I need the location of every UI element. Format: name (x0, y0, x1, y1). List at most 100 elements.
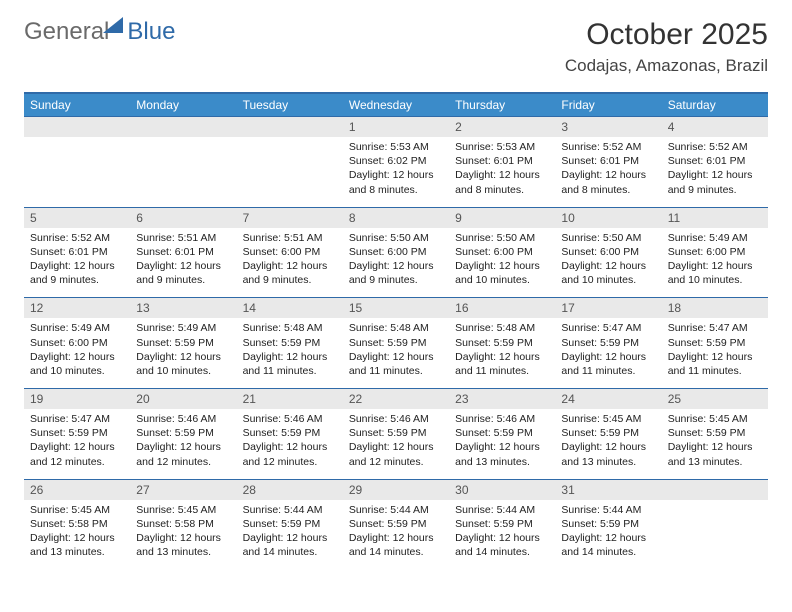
daylight-line: Daylight: 12 hours and 8 minutes. (455, 168, 549, 196)
daylight-line: Daylight: 12 hours and 14 minutes. (349, 531, 443, 559)
daylight-line: Daylight: 12 hours and 10 minutes. (668, 259, 762, 287)
sunrise-line: Sunrise: 5:45 AM (30, 503, 124, 517)
daylight-line: Daylight: 12 hours and 12 minutes. (349, 440, 443, 468)
sunset-line: Sunset: 5:59 PM (136, 336, 230, 350)
sunset-line: Sunset: 5:58 PM (136, 517, 230, 531)
daylight-line: Daylight: 12 hours and 9 minutes. (136, 259, 230, 287)
sunrise-line: Sunrise: 5:47 AM (30, 412, 124, 426)
sunrise-line: Sunrise: 5:49 AM (668, 231, 762, 245)
day-content: Sunrise: 5:53 AMSunset: 6:01 PMDaylight:… (449, 137, 555, 207)
sunset-line: Sunset: 5:59 PM (243, 336, 337, 350)
sunrise-line: Sunrise: 5:49 AM (30, 321, 124, 335)
sunset-line: Sunset: 6:00 PM (455, 245, 549, 259)
daylight-line: Daylight: 12 hours and 10 minutes. (455, 259, 549, 287)
day-content (130, 137, 236, 207)
sunset-line: Sunset: 5:59 PM (349, 336, 443, 350)
sunset-line: Sunset: 6:02 PM (349, 154, 443, 168)
sunrise-line: Sunrise: 5:44 AM (561, 503, 655, 517)
sunset-line: Sunset: 5:59 PM (349, 426, 443, 440)
sunset-line: Sunset: 5:59 PM (349, 517, 443, 531)
daylight-line: Daylight: 12 hours and 14 minutes. (455, 531, 549, 559)
sunset-line: Sunset: 5:59 PM (243, 426, 337, 440)
daylight-line: Daylight: 12 hours and 12 minutes. (30, 440, 124, 468)
weeks-container: 1234Sunrise: 5:53 AMSunset: 6:02 PMDayli… (24, 116, 768, 569)
calendar: SundayMondayTuesdayWednesdayThursdayFrid… (24, 92, 768, 569)
logo-text-general: General (24, 18, 109, 46)
week-row: 262728293031Sunrise: 5:45 AMSunset: 5:58… (24, 479, 768, 570)
sunrise-line: Sunrise: 5:52 AM (561, 140, 655, 154)
sunset-line: Sunset: 5:59 PM (668, 336, 762, 350)
weekday-header: Thursday (449, 94, 555, 116)
day-number: 29 (343, 480, 449, 500)
day-content: Sunrise: 5:45 AMSunset: 5:59 PMDaylight:… (555, 409, 661, 479)
day-number: 8 (343, 208, 449, 228)
day-content: Sunrise: 5:48 AMSunset: 5:59 PMDaylight:… (449, 318, 555, 388)
day-content: Sunrise: 5:46 AMSunset: 5:59 PMDaylight:… (130, 409, 236, 479)
sunset-line: Sunset: 6:01 PM (561, 154, 655, 168)
day-number: 12 (24, 298, 130, 318)
weekday-header: Tuesday (237, 94, 343, 116)
daylight-line: Daylight: 12 hours and 12 minutes. (243, 440, 337, 468)
day-number: 20 (130, 389, 236, 409)
daylight-line: Daylight: 12 hours and 10 minutes. (30, 350, 124, 378)
weekday-header: Monday (130, 94, 236, 116)
day-content: Sunrise: 5:45 AMSunset: 5:59 PMDaylight:… (662, 409, 768, 479)
sunrise-line: Sunrise: 5:48 AM (243, 321, 337, 335)
week-row: 1234Sunrise: 5:53 AMSunset: 6:02 PMDayli… (24, 116, 768, 207)
sunset-line: Sunset: 6:01 PM (30, 245, 124, 259)
day-content: Sunrise: 5:45 AMSunset: 5:58 PMDaylight:… (24, 500, 130, 570)
daylight-line: Daylight: 12 hours and 13 minutes. (455, 440, 549, 468)
sunset-line: Sunset: 5:59 PM (561, 517, 655, 531)
day-number: 10 (555, 208, 661, 228)
day-number: 4 (662, 117, 768, 137)
daylight-line: Daylight: 12 hours and 11 minutes. (668, 350, 762, 378)
daylight-line: Daylight: 12 hours and 10 minutes. (136, 350, 230, 378)
sunrise-line: Sunrise: 5:44 AM (455, 503, 549, 517)
day-number: 18 (662, 298, 768, 318)
daylight-line: Daylight: 12 hours and 9 minutes. (30, 259, 124, 287)
day-content: Sunrise: 5:49 AMSunset: 6:00 PMDaylight:… (24, 318, 130, 388)
sunrise-line: Sunrise: 5:48 AM (349, 321, 443, 335)
day-number: 23 (449, 389, 555, 409)
week-row: 567891011Sunrise: 5:52 AMSunset: 6:01 PM… (24, 207, 768, 298)
day-number (662, 480, 768, 500)
day-number: 14 (237, 298, 343, 318)
day-number: 19 (24, 389, 130, 409)
daylight-line: Daylight: 12 hours and 12 minutes. (136, 440, 230, 468)
weekday-header: Wednesday (343, 94, 449, 116)
logo-triangle-icon (103, 17, 123, 33)
sunset-line: Sunset: 5:59 PM (455, 336, 549, 350)
day-number: 6 (130, 208, 236, 228)
weekday-header: Friday (555, 94, 661, 116)
daylight-line: Daylight: 12 hours and 11 minutes. (455, 350, 549, 378)
title-block: October 2025 Codajas, Amazonas, Brazil (565, 18, 768, 76)
daylight-line: Daylight: 12 hours and 9 minutes. (243, 259, 337, 287)
daylight-line: Daylight: 12 hours and 13 minutes. (668, 440, 762, 468)
sunrise-line: Sunrise: 5:51 AM (243, 231, 337, 245)
daylight-line: Daylight: 12 hours and 13 minutes. (30, 531, 124, 559)
day-content: Sunrise: 5:47 AMSunset: 5:59 PMDaylight:… (662, 318, 768, 388)
day-number: 5 (24, 208, 130, 228)
sunset-line: Sunset: 5:59 PM (243, 517, 337, 531)
day-number: 3 (555, 117, 661, 137)
day-content: Sunrise: 5:52 AMSunset: 6:01 PMDaylight:… (555, 137, 661, 207)
day-number: 9 (449, 208, 555, 228)
day-content: Sunrise: 5:49 AMSunset: 6:00 PMDaylight:… (662, 228, 768, 298)
day-content: Sunrise: 5:45 AMSunset: 5:58 PMDaylight:… (130, 500, 236, 570)
day-content: Sunrise: 5:52 AMSunset: 6:01 PMDaylight:… (24, 228, 130, 298)
day-number: 24 (555, 389, 661, 409)
location: Codajas, Amazonas, Brazil (565, 56, 768, 76)
day-number: 17 (555, 298, 661, 318)
day-content: Sunrise: 5:47 AMSunset: 5:59 PMDaylight:… (24, 409, 130, 479)
sunset-line: Sunset: 5:59 PM (136, 426, 230, 440)
day-content: Sunrise: 5:44 AMSunset: 5:59 PMDaylight:… (343, 500, 449, 570)
weekday-header: Saturday (662, 94, 768, 116)
day-content (662, 500, 768, 570)
day-number: 22 (343, 389, 449, 409)
sunrise-line: Sunrise: 5:48 AM (455, 321, 549, 335)
day-content: Sunrise: 5:46 AMSunset: 5:59 PMDaylight:… (449, 409, 555, 479)
day-number: 25 (662, 389, 768, 409)
day-number (24, 117, 130, 137)
week-row: 19202122232425Sunrise: 5:47 AMSunset: 5:… (24, 388, 768, 479)
day-content: Sunrise: 5:51 AMSunset: 6:01 PMDaylight:… (130, 228, 236, 298)
